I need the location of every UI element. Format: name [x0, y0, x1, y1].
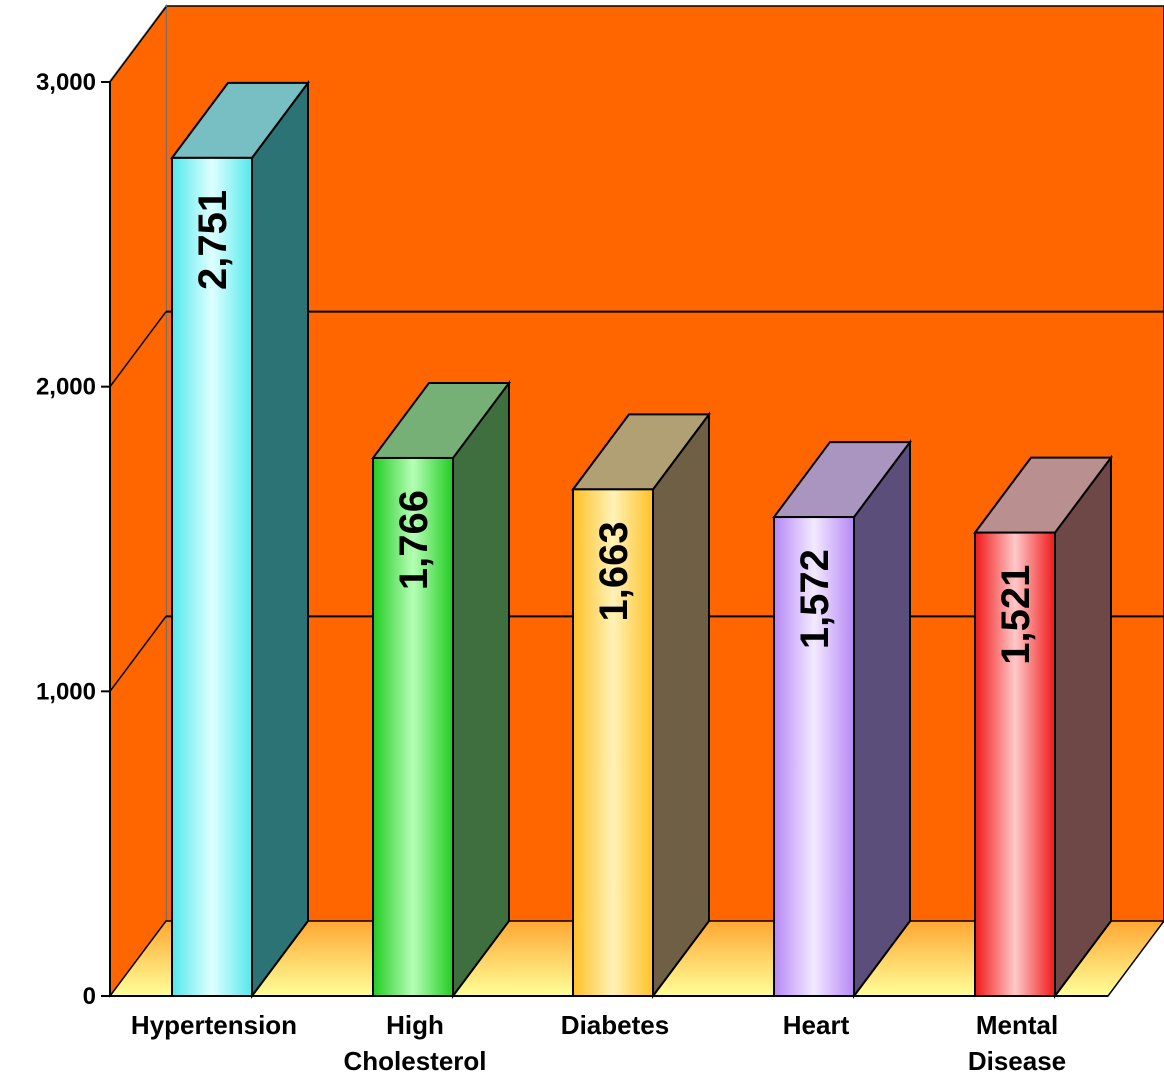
bar-side — [652, 411, 710, 1000]
x-axis-labels: Hypertension High Cholesterol Diabetes Heart… — [131, 1010, 1066, 1076]
y-tick-label: 1,000 — [36, 678, 96, 705]
y-tick-label: 2,000 — [36, 374, 96, 401]
y-tick-label: 0 — [83, 983, 96, 1010]
bar-value-label: 1,766 — [392, 490, 436, 590]
bars: 2,751 1,766 1,663 1,572 1,521 — [170, 79, 1113, 1000]
x-category-label: Disease — [968, 1046, 1066, 1076]
gridline-side — [109, 615, 167, 692]
bar: 1,766 — [371, 379, 511, 1000]
x-category-label: Hypertension — [131, 1010, 297, 1040]
gridline-side — [109, 6, 167, 83]
x-category-label: Cholesterol — [343, 1046, 486, 1076]
bar-front — [372, 456, 454, 997]
x-category-label: Diabetes — [561, 1010, 669, 1040]
bar: 2,751 — [170, 79, 310, 1000]
bar-front — [171, 156, 253, 997]
gridline-side — [109, 311, 167, 388]
bar: 1,663 — [571, 411, 711, 1000]
bar-side — [251, 79, 309, 1000]
y-tick-label: 3,000 — [36, 69, 96, 96]
bar-value-label: 1,663 — [592, 521, 636, 621]
bar: 1,572 — [772, 439, 912, 1000]
bar-side — [853, 439, 911, 1000]
y-axis: 0 1,000 2,000 3,000 — [36, 69, 1108, 1010]
bar-side — [1054, 454, 1112, 1000]
bar-value-label: 2,751 — [191, 190, 235, 290]
side-wall — [109, 3, 167, 999]
bar-value-label: 1,521 — [994, 565, 1038, 665]
bar-side — [452, 379, 510, 1000]
bar: 1,521 — [973, 454, 1113, 1000]
bar-front — [572, 488, 654, 997]
x-category-label: Heart — [783, 1010, 850, 1040]
bar-front — [773, 516, 855, 998]
x-category-label: High — [386, 1010, 444, 1040]
bar-front — [974, 531, 1056, 997]
bar-value-label: 1,572 — [793, 549, 837, 649]
x-category-label: Mental — [976, 1010, 1058, 1040]
